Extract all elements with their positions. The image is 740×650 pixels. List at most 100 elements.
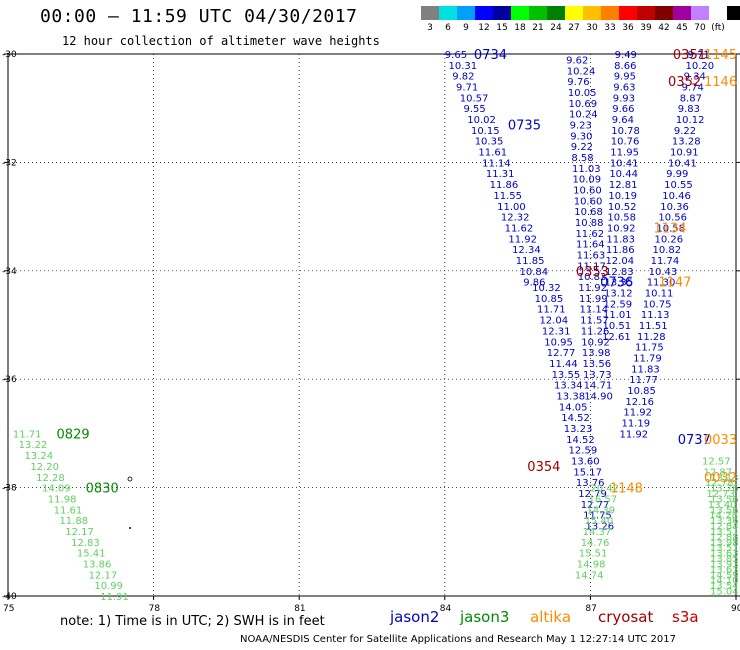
- wave-height-value: 9.83: [678, 104, 700, 115]
- wave-height-value: 11.03: [572, 164, 601, 175]
- wave-height-value: 13.51: [710, 527, 739, 538]
- color-swatch: [475, 6, 493, 20]
- wave-height-value: 11.71: [13, 429, 42, 440]
- color-swatch-label: 9: [463, 23, 469, 33]
- wave-height-value: 12.04: [539, 316, 568, 327]
- lat-tick-label: -38: [2, 484, 17, 494]
- wave-height-value: 14.52: [566, 435, 595, 446]
- wave-height-value: 12.83: [605, 267, 634, 278]
- wave-height-value: 13.26: [586, 522, 615, 533]
- wave-height-value: 13.55: [552, 370, 581, 381]
- color-swatch: [637, 6, 655, 20]
- wave-height-value: 11.92: [508, 234, 537, 245]
- wave-height-value: 9.66: [612, 104, 634, 115]
- wave-height-value: 12.79: [578, 489, 607, 500]
- wave-height-value: 13.76: [710, 484, 739, 495]
- wave-height-value: 10.83: [578, 272, 607, 283]
- wave-height-value: 10.41: [610, 158, 639, 169]
- wave-height-value: 10.60: [574, 196, 603, 207]
- track-edge-col: 13.1313.7613.5613.5613.3613.5113.9813.63…: [710, 473, 739, 592]
- lon-tick-label: 75: [3, 604, 14, 614]
- wave-height-value: 12.31: [542, 326, 571, 337]
- color-swatch-label: 30: [586, 23, 598, 33]
- wave-height-value: 11.51: [639, 321, 668, 332]
- wave-height-value: 10.31: [449, 61, 478, 72]
- wave-height-value: 10.15: [471, 126, 500, 137]
- pass-label: 1134: [653, 221, 686, 236]
- wave-height-value: 10.19: [608, 191, 637, 202]
- color-scale-bar: [421, 6, 740, 20]
- wave-height-value: 13.86: [83, 559, 112, 570]
- wave-height-value: 11.71: [537, 305, 566, 316]
- wave-height-value: 11.85: [516, 256, 545, 267]
- wave-height-value: 11.86: [606, 245, 635, 256]
- pass-label: 0032: [704, 471, 737, 486]
- pass-label: 1146: [704, 75, 737, 90]
- wave-height-value: 12.17: [65, 527, 94, 538]
- page-subtitle: 12 hour collection of altimeter wave hei…: [62, 34, 380, 48]
- track-jason2-0735: 9.6210.249.7610.0510.6910.249.239.309.22…: [566, 55, 613, 402]
- color-swatch: [565, 6, 583, 20]
- wave-height-value: 12.20: [30, 462, 59, 473]
- wave-height-value: 15.17: [573, 467, 602, 478]
- wave-height-value: 11.83: [606, 234, 635, 245]
- wave-height-value: 14.28: [709, 511, 738, 522]
- color-swatch-label: 24: [550, 23, 562, 33]
- wave-height-value: 10.55: [664, 180, 693, 191]
- wave-height-value: 11.64: [576, 240, 605, 251]
- wave-height-value: 12.77: [547, 348, 576, 359]
- wave-height-value: 9.76: [567, 77, 589, 88]
- wave-height-value: 13.56: [710, 505, 739, 516]
- wave-height-value: 10.56: [658, 213, 687, 224]
- wave-height-value: 12.61: [602, 332, 631, 343]
- color-swatch: [493, 6, 511, 20]
- wave-height-value: 10.35: [475, 137, 504, 148]
- wave-height-value: 9.55: [463, 104, 485, 115]
- wave-height-value: 11.63: [577, 251, 606, 262]
- wave-height-value: 12.81: [609, 180, 638, 191]
- wave-height-value: 11.75: [635, 343, 664, 354]
- satellite-tracks: 9.6510.319.829.7110.579.5510.0210.1510.3…: [13, 50, 739, 603]
- lat-tick-label: -36: [2, 375, 17, 385]
- lon-tick-label: 81: [294, 604, 305, 614]
- color-swatch-label: 33: [604, 23, 616, 33]
- color-swatch-label: 18: [514, 23, 526, 33]
- lon-tick-label: 84: [440, 604, 452, 614]
- color-swatch-label: 27: [568, 23, 580, 33]
- wave-height-value: 9.74: [682, 83, 704, 94]
- map-gridlines: [8, 54, 736, 596]
- wave-height-value: 11.00: [497, 202, 526, 213]
- wave-height-value: 10.92: [607, 223, 636, 234]
- pass-label: 1145: [704, 48, 737, 63]
- wave-height-value: 11.31: [486, 169, 515, 180]
- track-cryosat-0351: 9.498.669.959.639.939.669.6410.7810.7611…: [602, 50, 640, 343]
- track-marker: [129, 527, 131, 529]
- wave-height-value: 11.28: [637, 332, 666, 343]
- wave-height-value: 11.95: [610, 148, 639, 159]
- pass-label: 0354: [527, 460, 560, 475]
- lat-tick-label: -32: [2, 158, 17, 168]
- wave-height-value: 10.84: [520, 267, 549, 278]
- color-swatch: [691, 6, 709, 20]
- wave-height-value: 12.87: [703, 467, 732, 478]
- wave-height-value: 16.57: [588, 494, 617, 505]
- wave-height-value: 11.79: [633, 354, 662, 365]
- pass-label: 0351: [673, 48, 706, 63]
- wave-height-value: 13.51: [710, 543, 739, 554]
- wave-height-value: 13.22: [19, 440, 48, 451]
- wave-height-value: 10.95: [544, 337, 573, 348]
- color-swatch: [457, 6, 475, 20]
- wave-height-value: 10.26: [654, 234, 683, 245]
- wave-height-value: 12.57: [702, 457, 731, 468]
- wave-height-value: 11.74: [651, 256, 680, 267]
- wave-height-value: 13.98: [582, 348, 611, 359]
- wave-height-value: 13.85: [710, 554, 739, 565]
- color-swatch-label: 6: [445, 23, 451, 33]
- wave-height-value: 9.63: [613, 83, 635, 94]
- map-frame: [4, 53, 740, 600]
- pass-label: 1148: [610, 482, 643, 497]
- wave-height-value: 9.99: [666, 169, 688, 180]
- lat-tick-label: -30: [2, 50, 17, 60]
- wave-height-value: 13.12: [604, 288, 633, 299]
- wave-height-value: 11.14: [482, 158, 511, 169]
